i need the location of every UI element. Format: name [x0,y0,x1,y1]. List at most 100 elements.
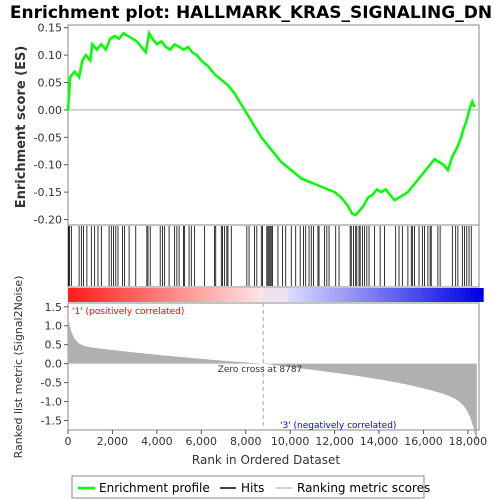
es-tick-label: -0.05 [34,131,62,144]
colorbar-segment [449,288,455,302]
x-tick-label: 14,000 [360,435,399,448]
es-panel: 0.15 0.10 0.05 0.00 -0.05 -0.10 -0.15 -0.20 Enr… [14,22,480,227]
colorbar-segment [246,288,252,302]
es-tick-label: 0.10 [38,49,63,62]
rank-colorbar [68,288,484,302]
colorbar-segment [250,288,256,302]
x-tick-label: 0 [65,435,72,448]
colorbar-segment [126,288,131,302]
colorbar-segment [84,288,90,302]
colorbar-segment [479,288,484,302]
colorbar-segment [433,288,439,302]
colorbar-segment [321,288,326,302]
colorbar-segment [362,288,368,302]
colorbar-segment [346,288,351,302]
colorbar-segment [437,288,443,302]
metric-tick-labels: 1.5 1.0 0.5 0.0 -0.5 -1.0 -1.5 [41,301,68,428]
colorbar-segment [234,288,239,302]
colorbar-segment [171,288,177,302]
colorbar-segment [72,288,77,302]
colorbar-segment [358,288,364,302]
colorbar-segment [317,288,322,302]
colorbar-segment [441,288,447,302]
legend: Enrichment profile Hits Ranking metric s… [71,475,430,499]
ranking-metric-area [68,318,477,444]
colorbar-segment [350,288,356,302]
colorbar-segment [159,288,165,302]
colorbar-segment [416,288,422,302]
colorbar-segment [151,288,156,302]
es-tick-label: -0.10 [34,159,62,172]
x-axis-label: Rank in Ordered Dataset [192,453,340,467]
negative-correlation-label: '3' (negatively correlated) [280,421,396,431]
colorbar-segment [68,288,73,302]
colorbar-segment [445,288,451,302]
colorbar-segment [458,288,463,302]
x-tick-label: 8,000 [230,435,262,448]
colorbar-segment [275,288,281,302]
es-tick-label: -0.20 [34,214,62,227]
colorbar-segment [105,288,111,302]
metric-tick-label: 1.5 [45,301,63,314]
es-ylabel: Enrichment score (ES) [14,46,29,209]
es-plot-area [67,24,480,226]
colorbar-segment [371,288,376,302]
colorbar-segment [142,288,148,302]
colorbar-segment [391,288,397,302]
es-tick-label: 0.15 [38,22,63,35]
zero-cross-label: Zero cross at 8787 [218,365,303,375]
colorbar-segment [400,288,405,302]
x-axis-ticks: 0 2,000 4,000 6,000 8,000 10,000 12,000 14,000 1… [65,430,488,448]
x-tick-label: 16,000 [404,435,443,448]
colorbar-segment [109,288,115,302]
legend-box [71,475,425,499]
colorbar-segment [412,288,418,302]
legend-hits-label: Hits [241,481,264,495]
colorbar-segment [254,288,260,302]
colorbar-segment [408,288,414,302]
colorbar-segment [134,288,140,302]
colorbar-segment [113,288,119,302]
colorbar-segment [379,288,385,302]
colorbar-segment [180,288,185,302]
colorbar-segment [175,288,181,302]
x-tick-label: 4,000 [141,435,173,448]
colorbar-segment [300,288,306,302]
colorbar-segment [474,288,480,302]
colorbar-segment [225,288,231,302]
x-tick-label: 10,000 [271,435,310,448]
hit-lines [68,226,472,286]
colorbar-segment [209,288,214,302]
colorbar-segment [395,288,401,302]
colorbar-segment [167,288,173,302]
metric-tick-label: -1.0 [41,396,62,409]
colorbar-segment [337,288,343,302]
x-tick-label: 6,000 [186,435,218,448]
colorbar-segment [97,288,102,302]
colorbar-segment [470,288,476,302]
colorbar-segment [200,288,206,302]
colorbar-segment [121,288,127,302]
colorbar-segment [279,288,285,302]
colorbar-segment [213,288,219,302]
colorbar-segment [387,288,393,302]
colorbar-segment [117,288,123,302]
colorbar-segment [130,288,135,302]
metric-tick-label: 1.0 [45,320,63,333]
colorbar-segment [155,288,160,302]
colorbar-segment [88,288,94,302]
colorbar-segment [375,288,380,302]
colorbar-segment [229,288,235,302]
metric-panel: 1.5 1.0 0.5 0.0 -0.5 -1.0 -1.5 '1' (positively… [12,276,480,458]
colorbar-segment [80,288,86,302]
colorbar-segment [163,288,169,302]
colorbar-segment [462,288,468,302]
es-tick-labels: 0.15 0.10 0.05 0.00 -0.05 -0.10 -0.15 -0.20 [34,22,68,227]
colorbar-segment [354,288,360,302]
colorbar-segment [76,288,82,302]
x-tick-label: 18,000 [449,435,488,448]
colorbar-segment [404,288,409,302]
metric-tick-label: 0.0 [45,358,63,371]
legend-metric-label: Ranking metric scores [297,481,430,495]
colorbar-segment [292,288,297,302]
